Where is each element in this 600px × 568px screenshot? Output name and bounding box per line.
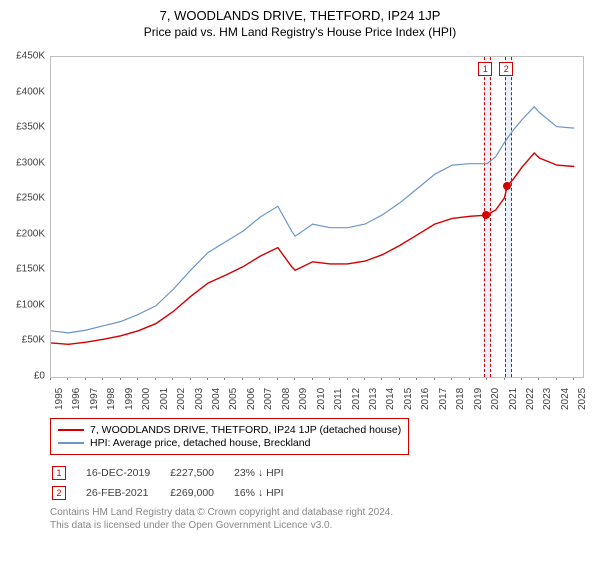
legend-swatch bbox=[58, 442, 84, 444]
x-tick-label: 1997 bbox=[89, 388, 100, 410]
sale-marker-label: 1 bbox=[478, 62, 492, 76]
legend-label: HPI: Average price, detached house, Brec… bbox=[90, 437, 310, 449]
y-tick-label: £100K bbox=[3, 299, 45, 310]
x-tick-label: 2019 bbox=[473, 388, 484, 410]
chart-container: 7, WOODLANDS DRIVE, THETFORD, IP24 1JP P… bbox=[0, 8, 600, 568]
sales-row-delta: 23% ↓ HPI bbox=[234, 464, 302, 482]
x-tick-label: 2021 bbox=[508, 388, 519, 410]
y-tick-label: £0 bbox=[3, 371, 45, 382]
x-tick-label: 2010 bbox=[316, 388, 327, 410]
x-tick-label: 2004 bbox=[211, 388, 222, 410]
series-line bbox=[51, 153, 574, 344]
x-tick-label: 2013 bbox=[368, 388, 379, 410]
sales-row: 1 16-DEC-2019£227,50023% ↓ HPI bbox=[52, 464, 302, 482]
sales-row-price: £269,000 bbox=[170, 484, 232, 502]
x-tick-label: 2014 bbox=[385, 388, 396, 410]
plot-svg bbox=[51, 57, 583, 377]
y-tick-label: £350K bbox=[3, 122, 45, 133]
legend-swatch bbox=[58, 429, 84, 431]
footer-line-2: This data is licensed under the Open Gov… bbox=[50, 519, 393, 532]
sales-row-price: £227,500 bbox=[170, 464, 232, 482]
x-tick-label: 2009 bbox=[298, 388, 309, 410]
sale-dot bbox=[482, 211, 490, 219]
x-tick-label: 1999 bbox=[124, 388, 135, 410]
x-tick-label: 2016 bbox=[420, 388, 431, 410]
legend: 7, WOODLANDS DRIVE, THETFORD, IP24 1JP (… bbox=[50, 418, 409, 455]
sales-row-marker: 2 bbox=[52, 486, 66, 500]
y-tick-label: £300K bbox=[3, 157, 45, 168]
x-tick-label: 2022 bbox=[525, 388, 536, 410]
legend-label: 7, WOODLANDS DRIVE, THETFORD, IP24 1JP (… bbox=[90, 424, 401, 436]
x-tick-label: 1996 bbox=[71, 388, 82, 410]
x-tick-label: 2011 bbox=[333, 388, 344, 410]
x-tick-label: 2005 bbox=[228, 388, 239, 410]
y-tick-label: £250K bbox=[3, 193, 45, 204]
series-line bbox=[51, 107, 574, 333]
y-tick-label: £50K bbox=[3, 335, 45, 346]
sale-marker-label: 2 bbox=[499, 62, 513, 76]
x-tick-label: 2025 bbox=[577, 388, 588, 410]
x-tick-label: 2001 bbox=[159, 388, 170, 410]
sales-row-date: 16-DEC-2019 bbox=[86, 464, 168, 482]
footer-text: Contains HM Land Registry data © Crown c… bbox=[50, 506, 393, 532]
plot-area bbox=[50, 56, 584, 378]
y-tick-label: £200K bbox=[3, 228, 45, 239]
sale-dot bbox=[503, 182, 511, 190]
x-tick-label: 2008 bbox=[281, 388, 292, 410]
x-tick-label: 1995 bbox=[54, 388, 65, 410]
legend-item: HPI: Average price, detached house, Brec… bbox=[58, 437, 401, 449]
x-tick-label: 2006 bbox=[246, 388, 257, 410]
x-tick-label: 2007 bbox=[263, 388, 274, 410]
y-tick-label: £450K bbox=[3, 51, 45, 62]
sales-table: 1 16-DEC-2019£227,50023% ↓ HPI 2 26-FEB-202… bbox=[50, 462, 304, 504]
x-tick-label: 2020 bbox=[490, 388, 501, 410]
x-tick-label: 2002 bbox=[176, 388, 187, 410]
footer-line-1: Contains HM Land Registry data © Crown c… bbox=[50, 506, 393, 519]
y-tick-label: £400K bbox=[3, 86, 45, 97]
sales-row-date: 26-FEB-2021 bbox=[86, 484, 168, 502]
x-tick-label: 2003 bbox=[194, 388, 205, 410]
x-tick-label: 1998 bbox=[106, 388, 117, 410]
x-tick-label: 2017 bbox=[438, 388, 449, 410]
x-tick-label: 2015 bbox=[403, 388, 414, 410]
x-tick-label: 2023 bbox=[542, 388, 553, 410]
sales-row-delta: 16% ↓ HPI bbox=[234, 484, 302, 502]
x-tick-label: 2012 bbox=[351, 388, 362, 410]
x-tick-label: 2024 bbox=[560, 388, 571, 410]
chart-title: 7, WOODLANDS DRIVE, THETFORD, IP24 1JP bbox=[0, 8, 600, 23]
legend-item: 7, WOODLANDS DRIVE, THETFORD, IP24 1JP (… bbox=[58, 424, 401, 436]
x-tick-label: 2000 bbox=[141, 388, 152, 410]
sales-row-marker: 1 bbox=[52, 466, 66, 480]
x-tick-label: 2018 bbox=[455, 388, 466, 410]
chart-subtitle: Price paid vs. HM Land Registry's House … bbox=[0, 25, 600, 39]
y-tick-label: £150K bbox=[3, 264, 45, 275]
sales-row: 2 26-FEB-2021£269,00016% ↓ HPI bbox=[52, 484, 302, 502]
